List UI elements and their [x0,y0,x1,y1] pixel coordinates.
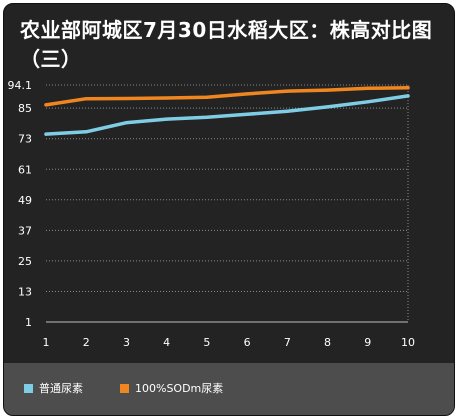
y-tick-label: 25 [18,255,32,268]
series-lines [44,86,410,136]
legend-label-series-2: 100%SODm尿素 [135,382,224,395]
y-tick-label: 94.1 [8,79,33,92]
data-point [165,117,169,121]
x-tick-label: 3 [123,336,130,349]
y-tick-label: 49 [18,194,32,207]
data-point [165,96,169,100]
y-tick-label: 85 [18,102,32,115]
tick-labels: 1 13 25 37 49 61 73 85 94.1 1 2 3 4 5 6 7 8 9 10 [8,79,416,349]
y-tick-label: 61 [18,163,32,176]
data-point [406,86,410,90]
data-point [84,130,88,134]
x-tick-label: 1 [43,336,50,349]
data-point [124,121,129,125]
grid-lines [46,84,409,323]
y-tick-label: 73 [18,133,32,146]
x-tick-label: 8 [324,336,331,349]
data-point [245,112,249,116]
y-tick-label: 13 [18,285,32,298]
data-point [124,96,129,101]
x-tick-label: 2 [83,336,90,349]
data-point [285,109,289,113]
x-tick-label: 9 [364,336,371,349]
data-point [406,94,410,98]
legend-swatch-series-1 [24,383,33,393]
legend-swatch-series-2 [120,383,129,393]
x-tick-label: 6 [244,336,251,349]
x-tick-label: 5 [203,336,210,349]
data-point [366,86,370,90]
y-tick-label: 1 [25,316,32,329]
data-point [325,105,330,109]
legend-item-series-2: 100%SODm尿素 [120,381,223,395]
chart-card: 农业部阿城区7月30日水稻大区：株高对比图（三） 1 13 25 37 49 61 73 85… [3,3,455,416]
x-tick-label: 4 [163,336,170,349]
legend-item-series-1: 普通尿素 [24,381,83,395]
legend: 普通尿素 100%SODm尿素 [4,363,454,415]
data-point [205,115,209,119]
data-point [205,95,209,99]
x-tick-label: 7 [284,336,291,349]
data-point [44,132,48,136]
data-point [44,103,48,107]
series-line-1 [44,94,410,136]
data-point [245,92,249,96]
plot-area: 1 13 25 37 49 61 73 85 94.1 1 2 3 4 5 6 7 8 9 10 [8,79,416,349]
data-point [285,89,289,93]
data-point [84,97,88,101]
series-line-2 [44,86,410,107]
data-point [325,88,330,92]
y-tick-label: 37 [18,224,32,237]
chart-title: 农业部阿城区7月30日水稻大区：株高对比图（三） [20,18,433,71]
legend-label-series-1: 普通尿素 [39,382,83,395]
data-point [366,100,370,104]
x-tick-label: 10 [401,336,415,349]
